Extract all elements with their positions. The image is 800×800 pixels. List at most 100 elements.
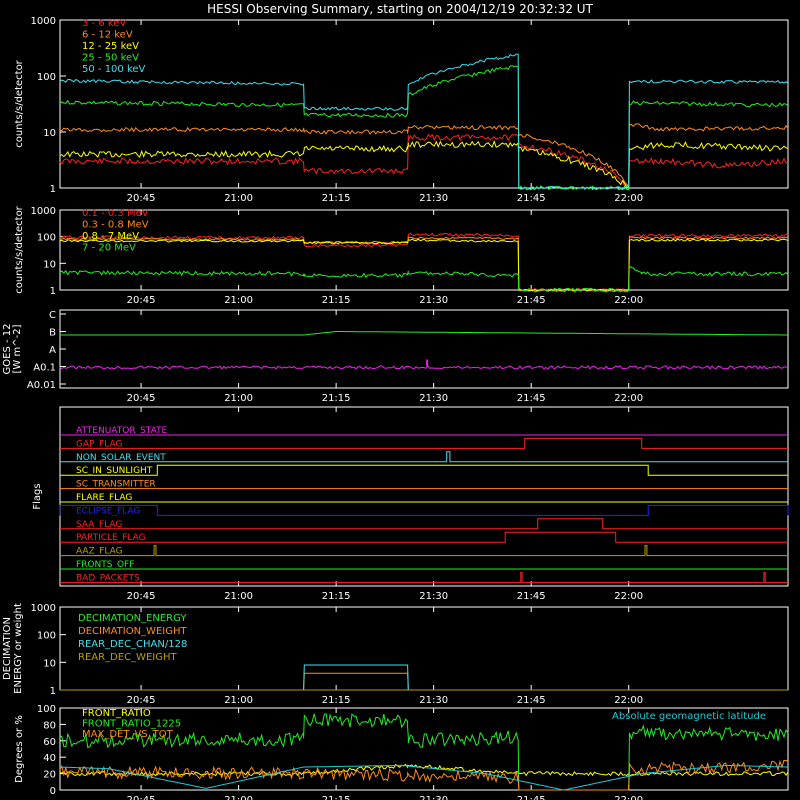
y-tick-label: 10 <box>43 259 56 270</box>
time-tick-label: 21:15 <box>322 295 351 306</box>
y-tick-label: 60 <box>43 737 56 748</box>
panel-lightcurves-high-frame <box>59 209 789 291</box>
y-tick-label: A0.1 <box>33 363 56 374</box>
y-tick-label: A <box>49 345 56 356</box>
flag-line <box>60 437 788 449</box>
y-axis-label: [W m^-2] <box>12 324 23 373</box>
y-tick-label: 1 <box>50 184 56 195</box>
time-tick-label: 21:45 <box>517 393 546 404</box>
time-tick-label: 21:15 <box>322 695 351 706</box>
flag-label: SAA_FLAG <box>76 520 122 530</box>
series-line <box>59 759 789 791</box>
y-axis-label: ENERGY or weight <box>13 603 24 694</box>
time-tick-label: 22:00 <box>614 193 643 204</box>
y-tick-label: 100 <box>37 233 56 244</box>
time-tick-label: 21:45 <box>517 591 546 602</box>
time-tick-label: 21:30 <box>419 795 448 800</box>
legend-entry: 50 - 100 keV <box>82 64 146 75</box>
panel-ratios: 20:45 21:00 21:15 21:30 21:45 22:00 0 20 40 60 80 1… <box>14 704 789 800</box>
y-tick-label: C <box>49 310 56 321</box>
time-tick-label: 21:00 <box>224 795 253 800</box>
time-tick-label: 21:45 <box>517 295 546 306</box>
legend-entry: REAR_DEC_WEIGHT <box>78 652 177 663</box>
legend-entry: DECIMATION_WEIGHT <box>78 626 187 637</box>
time-tick-label: 21:45 <box>517 795 546 800</box>
series-line <box>59 232 789 293</box>
flag-line <box>59 504 789 516</box>
flag-label: NON_SOLAR_EVENT <box>76 453 166 463</box>
y-tick-label: B <box>49 328 56 339</box>
flag-label: PARTICLE_FLAG <box>76 533 146 543</box>
time-tick-label: 20:45 <box>127 795 156 800</box>
series-line <box>59 53 789 191</box>
y-axis-label: counts/s/detector <box>14 205 25 293</box>
y-tick-label: 1 <box>50 286 56 297</box>
flag-label: GAP_FLAG <box>76 439 122 449</box>
legend-entry: 3 - 6 keV <box>82 18 126 29</box>
panels: 20:45 21:00 21:15 21:30 21:45 22:001101001000… <box>2 16 789 800</box>
time-tick-label: 22:00 <box>614 295 643 306</box>
y-axis-label: GOES - 12 <box>2 324 13 375</box>
panel-ratios-frame <box>59 707 789 791</box>
time-tick-label: 22:00 <box>614 393 643 404</box>
time-tick-label: 21:15 <box>322 393 351 404</box>
panel-goes: 20:45 21:00 21:15 21:30 21:45 22:00 A0.01 A0.1 A… <box>2 309 789 404</box>
legend-entry: MAX_DET_VS_TOT <box>82 729 174 740</box>
legend-entry: 25 - 50 keV <box>82 53 139 64</box>
time-tick-label: 21:00 <box>224 591 253 602</box>
flag-label: FLARE_FLAG <box>76 493 132 503</box>
time-tick-label: 21:30 <box>419 295 448 306</box>
legend-entry: FRONT_RATIO <box>82 708 151 719</box>
series-line <box>59 65 789 191</box>
y-tick-label: 100 <box>37 704 56 715</box>
y-tick-label: 1000 <box>31 16 56 27</box>
time-tick-label: 21:45 <box>517 193 546 204</box>
y-tick-label: 1000 <box>31 206 56 217</box>
legend-entry: 0.8 - 7 MeV <box>82 231 139 242</box>
flag-label: ECLIPSE_FLAG <box>76 506 140 516</box>
legend-entry: 0.3 - 0.8 MeV <box>82 220 149 231</box>
time-tick-label: 21:30 <box>419 193 448 204</box>
flag-label: ATTENUATOR_STATE <box>76 426 168 436</box>
series-line <box>59 139 789 190</box>
y-tick-label: 100 <box>37 631 56 642</box>
y-tick-label: 0 <box>50 786 56 797</box>
flag-label: AAZ_FLAG <box>76 547 123 557</box>
flag-label: SC_TRANSMITTER <box>76 480 156 490</box>
legend-entry: 7 - 20 MeV <box>82 243 136 254</box>
y-axis-label: DECIMATION <box>2 617 13 680</box>
time-tick-label: 20:45 <box>127 695 156 706</box>
series-line <box>59 712 789 791</box>
time-tick-label: 21:30 <box>419 393 448 404</box>
panel-lightcurves-low: 20:45 21:00 21:15 21:30 21:45 22:00 1 10 100 1000… <box>14 16 789 204</box>
time-tick-label: 22:00 <box>614 695 643 706</box>
time-tick-label: 20:45 <box>127 591 156 602</box>
legend-entry: 0.1 - 0.3 MeV <box>82 208 149 219</box>
y-tick-label: 40 <box>43 753 56 764</box>
y-axis-label: counts/s/detector <box>14 59 25 147</box>
figure-title: HESSI Observing Summary, starting on 200… <box>207 2 593 16</box>
series-line <box>59 764 788 791</box>
time-tick-label: 21:30 <box>419 591 448 602</box>
legend-entry: DECIMATION_ENERGY <box>78 613 187 624</box>
flag-line <box>60 571 788 583</box>
flag-line <box>60 518 788 530</box>
time-tick-label: 20:45 <box>127 193 156 204</box>
y-tick-label: 10 <box>43 658 56 669</box>
time-tick-label: 21:30 <box>419 695 448 706</box>
y-tick-label: 1 <box>50 686 56 697</box>
y-tick-label: 80 <box>43 720 56 731</box>
time-tick-label: 22:00 <box>614 591 643 602</box>
legend-entry: 6 - 12 keV <box>82 30 133 41</box>
y-tick-label: 10 <box>43 128 56 139</box>
panel-flags: 20:45 21:00 21:15 21:30 21:45 22:00 Flags ATTEN… <box>32 406 789 602</box>
y-tick-label: A0.01 <box>27 380 56 391</box>
series-line <box>59 236 789 292</box>
panel-decimation: 20:45 21:00 21:15 21:30 21:45 22:00 1 10 100 1000… <box>2 603 789 706</box>
series-line <box>59 133 789 190</box>
panel-flags-frame <box>59 406 789 587</box>
time-tick-label: 22:00 <box>614 795 643 800</box>
legend-entry: 12 - 25 keV <box>82 41 139 52</box>
